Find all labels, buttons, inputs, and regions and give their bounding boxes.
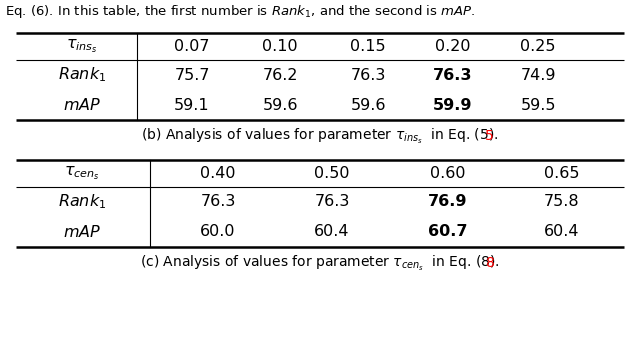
Text: $\tau_{\mathit{cen}_s}$: $\tau_{\mathit{cen}_s}$ xyxy=(64,165,100,182)
Text: 59.9: 59.9 xyxy=(433,98,473,112)
Text: (c) Analysis of values for parameter $\tau_{\mathit{cen}_s}$  in Eq. (8).: (c) Analysis of values for parameter $\t… xyxy=(140,253,500,272)
Text: 0.65: 0.65 xyxy=(544,166,580,181)
Text: $\mathit{mAP}$: $\mathit{mAP}$ xyxy=(63,224,101,240)
Text: 0.50: 0.50 xyxy=(314,166,349,181)
Text: $\mathit{Rank}_1$: $\mathit{Rank}_1$ xyxy=(58,193,106,211)
Text: 59.6: 59.6 xyxy=(350,98,386,112)
Text: 60.7: 60.7 xyxy=(428,224,468,239)
Text: 76.3: 76.3 xyxy=(200,195,236,210)
Text: 76.3: 76.3 xyxy=(350,67,386,83)
Text: 74.9: 74.9 xyxy=(520,67,556,83)
Text: 59.5: 59.5 xyxy=(520,98,556,112)
Text: 76.3: 76.3 xyxy=(314,195,349,210)
Text: $\mathit{Rank}_1$: $\mathit{Rank}_1$ xyxy=(58,66,106,84)
Text: 75.8: 75.8 xyxy=(544,195,580,210)
Text: 59.1: 59.1 xyxy=(174,98,210,112)
Text: 60.4: 60.4 xyxy=(544,224,580,239)
Text: 60.4: 60.4 xyxy=(314,224,349,239)
Text: 0.25: 0.25 xyxy=(520,39,556,54)
Text: 0.20: 0.20 xyxy=(435,39,471,54)
Text: 76.3: 76.3 xyxy=(433,67,473,83)
Text: 0.10: 0.10 xyxy=(262,39,298,54)
Text: 0.60: 0.60 xyxy=(430,166,466,181)
Text: 0.40: 0.40 xyxy=(200,166,236,181)
Text: $\tau_{\mathit{ins}_s}$: $\tau_{\mathit{ins}_s}$ xyxy=(66,38,98,55)
Text: 0.15: 0.15 xyxy=(350,39,386,54)
Text: $\mathit{mAP}$: $\mathit{mAP}$ xyxy=(63,97,101,113)
Text: 59.6: 59.6 xyxy=(262,98,298,112)
Text: 8: 8 xyxy=(486,256,495,270)
Text: 75.7: 75.7 xyxy=(174,67,210,83)
Text: 60.0: 60.0 xyxy=(200,224,236,239)
Text: 76.2: 76.2 xyxy=(262,67,298,83)
Text: 76.9: 76.9 xyxy=(428,195,468,210)
Text: 5: 5 xyxy=(484,129,493,143)
Text: Eq. (6). In this table, the first number is $\mathit{Rank}_1$, and the second is: Eq. (6). In this table, the first number… xyxy=(5,3,476,20)
Text: 0.07: 0.07 xyxy=(174,39,210,54)
Text: (b) Analysis of values for parameter $\tau_{\mathit{ins}_s}$  in Eq. (5).: (b) Analysis of values for parameter $\t… xyxy=(141,126,499,145)
